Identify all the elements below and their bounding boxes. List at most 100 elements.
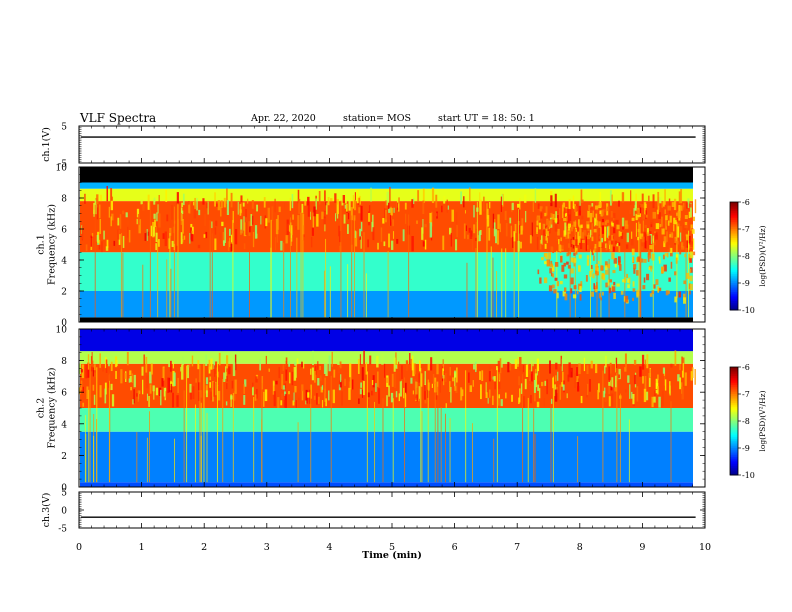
spectrogram-speckle: [108, 374, 111, 381]
spectrogram-speckle: [545, 206, 548, 216]
colorbar-cell: [730, 439, 738, 442]
spectrogram-speckle: [337, 366, 341, 374]
spectrogram-speckle: [305, 389, 308, 404]
late-enhancement-speckle: [638, 257, 642, 263]
late-enhancement-speckle: [650, 222, 653, 228]
spectrogram-speckle: [399, 372, 402, 382]
spectrogram-speckle: [677, 223, 680, 238]
spectrogram-speckle: [578, 219, 580, 228]
sferic-streak: [616, 368, 618, 483]
spectrogram-speckle: [331, 351, 333, 367]
spectrogram-speckle: [471, 238, 474, 251]
late-enhancement-speckle: [598, 260, 600, 264]
late-enhancement-speckle: [550, 212, 553, 218]
spectrogram-speckle: [330, 198, 333, 202]
late-enhancement-speckle: [572, 257, 575, 264]
late-enhancement-speckle: [637, 256, 640, 262]
spectrogram-speckle: [267, 207, 270, 223]
spectrogram-speckle: [487, 397, 489, 404]
spectrogram-speckle: [307, 392, 310, 398]
spectrogram-speckle: [557, 214, 559, 224]
spectrogram-speckle: [469, 385, 473, 392]
sferic-streak: [465, 370, 467, 483]
spectrogram-speckle: [415, 387, 419, 402]
spectrogram-speckle: [670, 363, 673, 368]
colorbar-cell: [730, 288, 738, 291]
spectrogram-speckle: [525, 364, 529, 377]
spectrogram-speckle: [455, 377, 458, 394]
spectrogram-speckle: [163, 367, 165, 382]
y-axis-label: ch.2: [36, 398, 47, 419]
spectrogram-speckle: [210, 358, 213, 370]
late-enhancement-speckle: [536, 227, 538, 233]
spectrogram-speckle: [332, 389, 336, 404]
spectrogram-speckle: [643, 388, 647, 403]
spectrogram-speckle: [655, 378, 659, 389]
spectrogram-speckle: [454, 239, 458, 251]
spectrogram-speckle: [242, 202, 245, 207]
spectrogram-speckle: [281, 374, 284, 389]
spectrogram-speckle: [492, 213, 495, 229]
spectrogram-speckle: [436, 213, 438, 217]
sferic-streak: [203, 363, 205, 483]
spectrogram-speckle: [466, 234, 469, 240]
spectrogram-speckle: [99, 204, 101, 219]
spectrogram-speckle: [104, 356, 107, 369]
spectrogram-speckle: [144, 233, 147, 241]
spectrogram-speckle: [110, 361, 113, 372]
late-enhancement-speckle: [557, 228, 560, 236]
late-enhancement-speckle: [613, 292, 616, 300]
colorbar-cell: [730, 302, 738, 306]
spectrogram-speckle: [634, 374, 637, 385]
colorbar-tick-label: -6: [742, 363, 750, 372]
y-axis-label: Frequency (kHz): [47, 368, 58, 449]
late-enhancement-speckle: [559, 249, 562, 254]
colorbar-cell: [730, 284, 738, 288]
spectrogram-speckle: [84, 193, 86, 204]
late-enhancement-speckle: [598, 234, 601, 241]
spectrogram-speckle: [429, 212, 432, 224]
late-enhancement-speckle: [658, 256, 661, 261]
sferic-streak: [550, 405, 552, 483]
spectrogram-speckle: [290, 237, 292, 246]
spectrogram-speckle: [205, 231, 208, 239]
late-enhancement-speckle: [573, 221, 577, 227]
colorbar-cell: [730, 453, 738, 456]
colorbar-cell: [730, 440, 738, 444]
late-enhancement-speckle: [591, 291, 594, 297]
spectrogram-speckle: [114, 356, 118, 368]
late-enhancement-speckle: [550, 246, 553, 252]
sferic-streak: [492, 257, 494, 318]
spectrogram-speckle: [621, 192, 625, 203]
late-enhancement-speckle: [674, 296, 677, 303]
spectrogram-speckle: [493, 376, 496, 382]
spectrogram-speckle: [106, 239, 109, 248]
spectrogram-speckle: [126, 351, 129, 366]
spectrogram-speckle: [101, 241, 103, 253]
spectrogram-speckle: [456, 367, 458, 383]
spectrogram-speckle: [215, 381, 217, 396]
x-tick-label: 8: [577, 542, 583, 553]
spectrogram-speckle: [194, 197, 196, 210]
spectrogram-speckle: [262, 218, 264, 224]
spectrogram-speckle: [208, 359, 211, 370]
spectrogram-speckle: [653, 390, 656, 403]
late-enhancement-speckle: [612, 220, 617, 228]
spectrogram-speckle: [493, 222, 496, 237]
sferic-streak: [142, 264, 144, 318]
colorbar-cell: [730, 299, 738, 302]
x-tick-label: 7: [514, 542, 520, 553]
spectrogram-speckle: [251, 200, 254, 209]
y-tick-label: 10: [56, 326, 68, 336]
late-enhancement-speckle: [635, 213, 638, 221]
late-enhancement-speckle: [659, 224, 662, 228]
spectrogram-speckle: [380, 227, 383, 242]
spectrogram-speckle: [447, 205, 449, 210]
colorbar-cell: [730, 247, 738, 250]
spectrogram-speckle: [91, 233, 94, 237]
spectrogram-speckle: [103, 230, 105, 240]
spectrogram-speckle: [165, 189, 168, 202]
colorbar-cell: [730, 277, 738, 280]
sferic-streak: [209, 220, 211, 318]
spectrogram-speckle: [104, 388, 107, 404]
